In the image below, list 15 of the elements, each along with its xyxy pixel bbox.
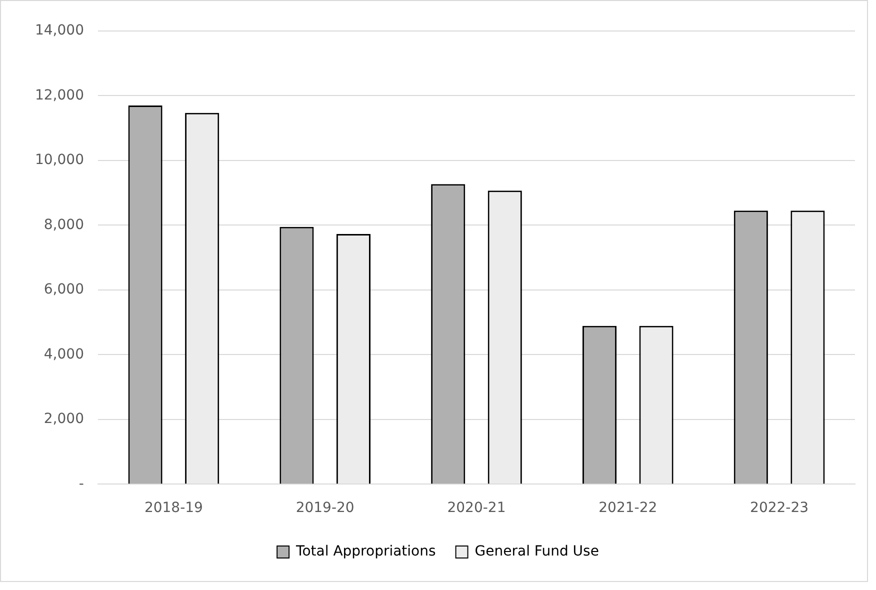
- y-tick-label: -: [78, 476, 84, 492]
- legend-label: Total Appropriations: [295, 544, 436, 560]
- y-tick-label: 12,000: [34, 87, 84, 104]
- y-tick-label: 2,000: [44, 411, 84, 428]
- y-tick-label: 4,000: [44, 346, 84, 362]
- x-tick-label: 2022-23: [750, 500, 809, 516]
- legend-label: General Fund Use: [474, 544, 599, 560]
- x-tick-label: 2018-19: [144, 500, 203, 516]
- y-tick-label: 6,000: [44, 282, 84, 298]
- x-tick-label: 2020-21: [447, 500, 506, 516]
- y-tick-label: 14,000: [34, 22, 84, 39]
- x-tick-label: 2021-22: [598, 500, 658, 516]
- x-tick-label: 2019-20: [296, 500, 354, 516]
- y-tick-label: 10,000: [34, 152, 84, 168]
- y-tick-label: 8,000: [44, 216, 84, 233]
